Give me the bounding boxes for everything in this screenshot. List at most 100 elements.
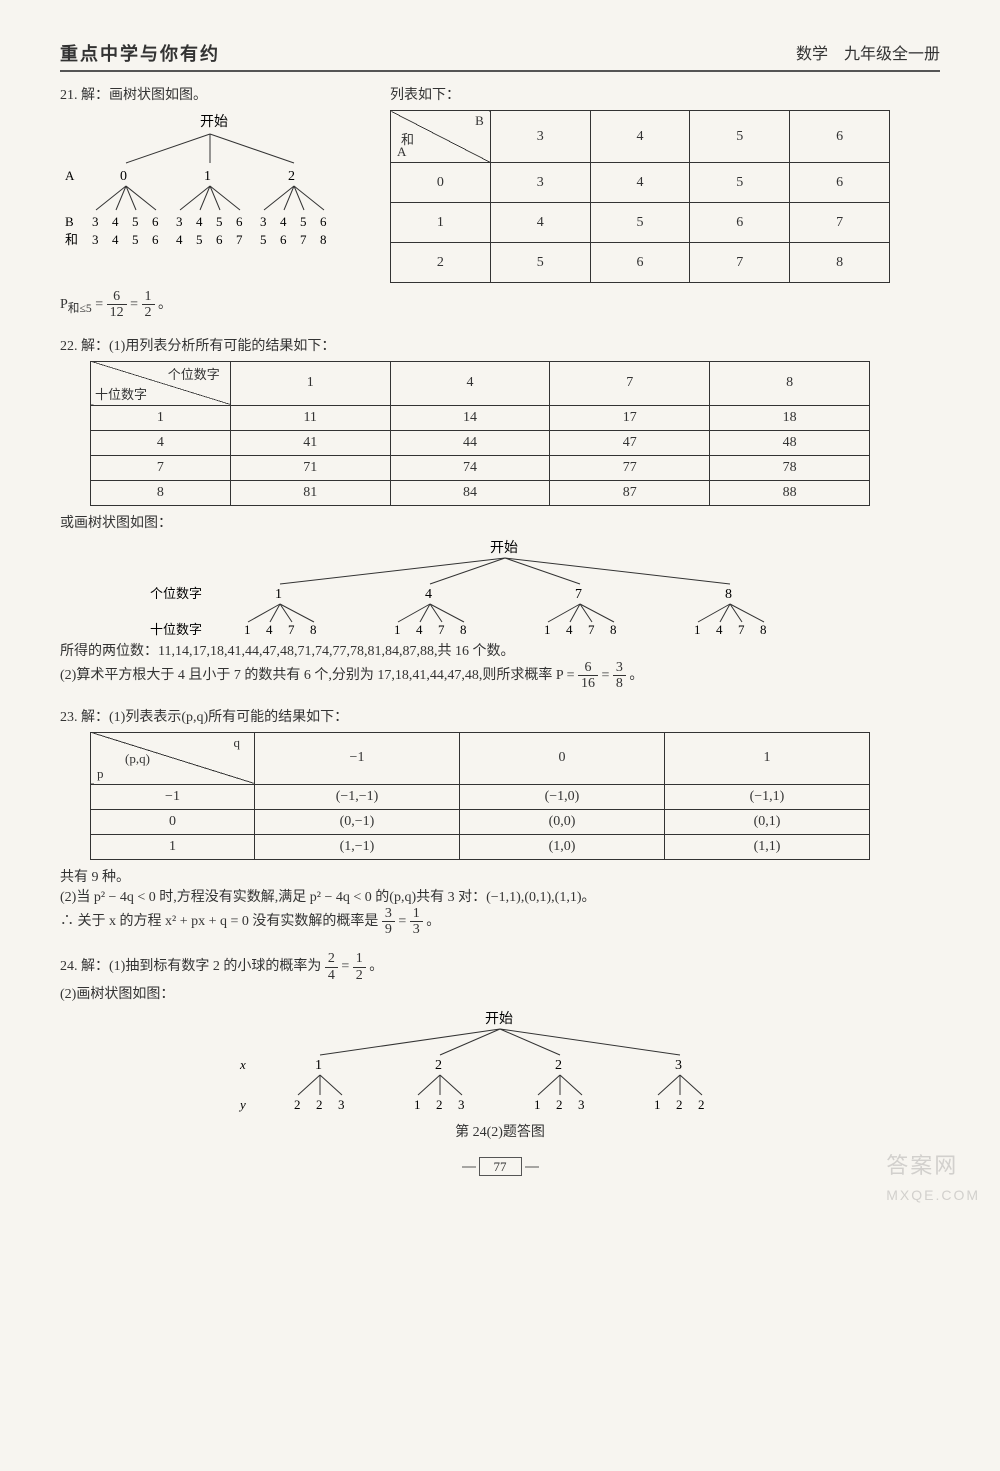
header-subject: 数学 九年级全一册 (796, 40, 940, 66)
q23-line2a: (2)当 p² − 4q < 0 时,方程没有实数解,满足 p² − 4q < … (60, 886, 940, 906)
svg-text:4: 4 (266, 622, 273, 636)
svg-text:6: 6 (320, 214, 327, 229)
svg-text:4: 4 (196, 214, 203, 229)
svg-text:1: 1 (204, 169, 211, 184)
svg-text:4: 4 (425, 587, 432, 602)
svg-text:1: 1 (414, 1097, 421, 1112)
q23-total: 共有 9 种。 (60, 866, 940, 886)
svg-text:1: 1 (275, 587, 282, 602)
q21-list-label: 列表如下： (390, 84, 940, 104)
watermark: 答案网 MXQE.COM (886, 1148, 980, 1206)
svg-text:1: 1 (534, 1097, 541, 1112)
svg-text:5: 5 (300, 214, 307, 229)
svg-text:3: 3 (458, 1097, 465, 1112)
svg-text:3: 3 (260, 214, 267, 229)
svg-text:6: 6 (216, 232, 223, 247)
svg-text:2: 2 (556, 1097, 563, 1112)
svg-text:8: 8 (725, 587, 732, 602)
q21-tree-diagram: 开始 A 0 1 2 B 和 (60, 108, 360, 258)
q22-tree-svg: 开始 个位数字 1 4 7 8 十位数字 1 4 7 8 1 4 7 8 1 4 7 8 1 4 7 8 (120, 536, 880, 636)
svg-text:开始: 开始 (490, 540, 518, 556)
svg-text:1: 1 (315, 1058, 322, 1073)
svg-text:7: 7 (236, 232, 243, 247)
q22-alt-label: 或画树状图如图： (60, 512, 940, 532)
q21-table: B 和 A 3456 03456 14567 25678 (390, 110, 890, 283)
svg-text:4: 4 (416, 622, 423, 636)
svg-text:2: 2 (435, 1058, 442, 1073)
svg-text:8: 8 (760, 622, 767, 636)
svg-text:4: 4 (112, 214, 119, 229)
svg-text:开始: 开始 (200, 114, 228, 130)
q22-tree: 开始 个位数字 1 4 7 8 十位数字 1 4 7 8 1 4 7 8 1 4 7 8 1 4 7 8 (60, 536, 940, 636)
svg-text:0: 0 (120, 169, 127, 184)
svg-text:1: 1 (244, 622, 251, 636)
svg-text:3: 3 (92, 232, 99, 247)
q23-table: q (p,q) p −101 −1(−1,−1)(−1,0)(−1,1) 0(0… (90, 732, 870, 860)
svg-text:x: x (239, 1057, 246, 1072)
svg-text:个位数字: 个位数字 (150, 586, 202, 601)
q21-conclusion: P和≤5 = 612 = 12 。 (60, 289, 940, 321)
svg-text:1: 1 (394, 622, 401, 636)
page-number: 77 (60, 1159, 940, 1176)
svg-text:2: 2 (288, 169, 295, 184)
svg-text:7: 7 (288, 622, 295, 636)
svg-text:1: 1 (654, 1097, 661, 1112)
svg-text:和: 和 (65, 232, 78, 247)
q22-table: 个位数字 十位数字 1478 111141718 441444748 77174… (90, 361, 870, 506)
svg-text:开始: 开始 (485, 1011, 513, 1027)
svg-text:3: 3 (338, 1097, 345, 1112)
svg-text:2: 2 (294, 1097, 301, 1112)
page-header: 重点中学与你有约 数学 九年级全一册 (60, 40, 940, 72)
svg-text:5: 5 (196, 232, 203, 247)
svg-text:6: 6 (280, 232, 287, 247)
q24-line2: (2)画树状图如图： (60, 983, 940, 1003)
svg-text:8: 8 (310, 622, 317, 636)
svg-text:3: 3 (578, 1097, 585, 1112)
svg-text:5: 5 (132, 214, 139, 229)
svg-text:1: 1 (544, 622, 551, 636)
header-title: 重点中学与你有约 (60, 40, 220, 66)
svg-text:7: 7 (738, 622, 745, 636)
q22-line2: (2)算术平方根大于 4 且小于 7 的数共有 6 个,分别为 17,18,41… (60, 660, 940, 692)
svg-text:4: 4 (176, 232, 183, 247)
svg-text:6: 6 (152, 214, 159, 229)
tree-svg: 开始 A 0 1 2 B 和 (60, 108, 360, 258)
svg-text:2: 2 (436, 1097, 443, 1112)
q22-line1: 所得的两位数：11,14,17,18,41,44,47,48,71,74,77,… (60, 640, 940, 660)
svg-text:8: 8 (460, 622, 467, 636)
q23-line2b: ∴ 关于 x 的方程 x² + px + q = 0 没有实数解的概率是 39 … (60, 906, 940, 938)
question-23: 23. 解：(1)列表表示(p,q)所有可能的结果如下： q (p,q) p −… (60, 706, 940, 938)
svg-text:5: 5 (132, 232, 139, 247)
q24-tree: 开始 x 1223 y 223123123122 (60, 1007, 940, 1117)
svg-text:2: 2 (698, 1097, 705, 1112)
svg-text:5: 5 (260, 232, 267, 247)
svg-text:8: 8 (610, 622, 617, 636)
svg-text:8: 8 (320, 232, 327, 247)
svg-text:7: 7 (300, 232, 307, 247)
question-24: 24. 解：(1)抽到标有数字 2 的小球的概率为 24 = 12 。 (2)画… (60, 951, 940, 1141)
svg-text:4: 4 (566, 622, 573, 636)
svg-text:3: 3 (675, 1058, 682, 1073)
svg-text:4: 4 (280, 214, 287, 229)
q22-intro: 22. 解：(1)用列表分析所有可能的结果如下： (60, 335, 940, 355)
svg-text:7: 7 (438, 622, 445, 636)
q24-tree-svg: 开始 x 1223 y 223123123122 (180, 1007, 820, 1117)
svg-text:6: 6 (236, 214, 243, 229)
q24-caption: 第 24(2)题答图 (60, 1121, 940, 1141)
q21-intro: 21. 解：画树状图如图。 (60, 84, 360, 104)
svg-text:4: 4 (716, 622, 723, 636)
q24-line1: 24. 解：(1)抽到标有数字 2 的小球的概率为 24 = 12 。 (60, 951, 940, 983)
q23-intro: 23. 解：(1)列表表示(p,q)所有可能的结果如下： (60, 706, 940, 726)
svg-text:十位数字: 十位数字 (150, 622, 202, 636)
svg-text:2: 2 (555, 1058, 562, 1073)
svg-text:2: 2 (676, 1097, 683, 1112)
svg-text:4: 4 (112, 232, 119, 247)
svg-text:3: 3 (176, 214, 183, 229)
svg-text:7: 7 (588, 622, 595, 636)
svg-text:7: 7 (575, 587, 582, 602)
svg-text:1: 1 (694, 622, 701, 636)
svg-text:6: 6 (152, 232, 159, 247)
question-22: 22. 解：(1)用列表分析所有可能的结果如下： 个位数字 十位数字 1478 … (60, 335, 940, 692)
svg-text:3: 3 (92, 214, 99, 229)
svg-text:B: B (65, 214, 74, 229)
